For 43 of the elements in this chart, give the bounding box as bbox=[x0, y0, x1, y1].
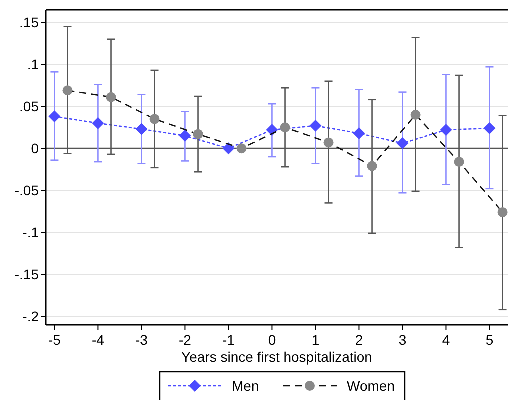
point bbox=[498, 207, 508, 218]
legend-label: Men bbox=[232, 378, 260, 394]
point bbox=[410, 110, 421, 120]
y-tick-label: -.1 bbox=[22, 224, 40, 240]
x-tick-label: -3 bbox=[135, 332, 148, 348]
point bbox=[280, 122, 290, 133]
y-tick-label: 0 bbox=[31, 140, 40, 156]
y-tick-label: .05 bbox=[20, 98, 40, 114]
x-tick-label: -2 bbox=[178, 332, 192, 348]
point bbox=[367, 161, 378, 172]
x-tick-label: 3 bbox=[398, 332, 407, 348]
y-tick-label: -.2 bbox=[22, 308, 40, 324]
legend-label: Women bbox=[347, 378, 395, 394]
y-tick-label: .1 bbox=[27, 56, 40, 72]
point bbox=[222, 142, 235, 155]
x-tick-label: 2 bbox=[355, 332, 364, 348]
point bbox=[396, 138, 409, 150]
x-tick-label: -5 bbox=[48, 332, 62, 348]
x-tick-label: 0 bbox=[268, 332, 276, 348]
point bbox=[193, 129, 204, 140]
point bbox=[454, 157, 464, 168]
y-tick-label: .15 bbox=[20, 14, 40, 30]
point bbox=[92, 117, 104, 130]
point bbox=[310, 120, 322, 132]
point bbox=[236, 144, 247, 154]
point bbox=[179, 130, 192, 142]
x-tick-label: -4 bbox=[92, 332, 105, 348]
x-tick-label: 1 bbox=[312, 332, 320, 348]
point bbox=[353, 127, 366, 140]
x-tick-label: -1 bbox=[222, 332, 236, 348]
point bbox=[48, 110, 61, 123]
point bbox=[106, 92, 116, 102]
y-tick-label: -.15 bbox=[14, 266, 40, 282]
x-tick-label: 4 bbox=[442, 332, 450, 348]
y-tick-label: -.05 bbox=[14, 182, 40, 198]
point bbox=[136, 123, 148, 136]
point bbox=[62, 86, 73, 96]
x-axis-title: Years since first hospitalization bbox=[182, 349, 372, 365]
point bbox=[484, 122, 496, 134]
point bbox=[150, 114, 160, 124]
point bbox=[324, 138, 334, 148]
x-tick-label: 5 bbox=[486, 332, 494, 348]
point bbox=[440, 124, 452, 136]
